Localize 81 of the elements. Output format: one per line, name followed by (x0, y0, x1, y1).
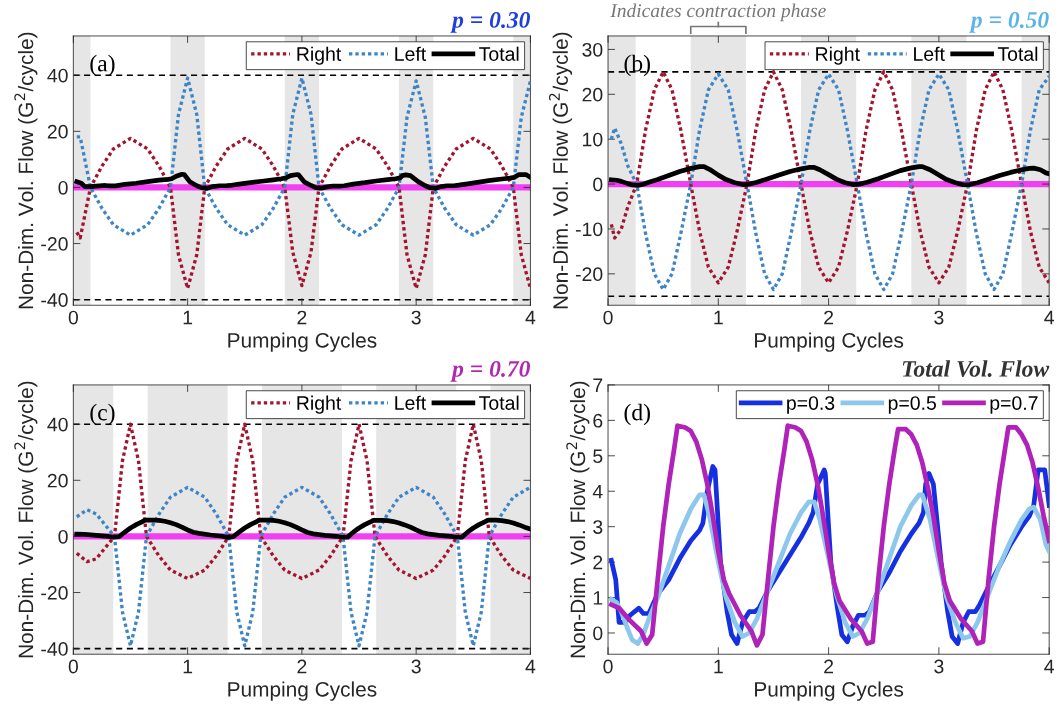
legend-label: p=0.3 (787, 396, 835, 414)
line-series (75, 76, 531, 237)
line-series (608, 164, 1050, 188)
y-tick-label: 40 (47, 417, 68, 432)
x-tick-label: 3 (934, 310, 944, 325)
annotation: (d) (624, 403, 650, 426)
x-tick-label: 4 (1044, 659, 1055, 674)
x-tick-label: 3 (411, 310, 421, 325)
x-axis-title: Pumping Cycles (228, 681, 377, 701)
y-tick-label: 1 (593, 591, 603, 605)
x-axis-title: Pumping Cycles (755, 332, 904, 352)
chart-title: p = 0.70 (450, 360, 531, 382)
line-series (75, 485, 531, 648)
y-axis-title: Non-Dim. Vol. Flow (G$^{2}$/cycle) (548, 32, 573, 309)
text: Indicates contraction phase (610, 3, 826, 22)
x-tick-label: 2 (824, 310, 834, 325)
line-series (74, 171, 531, 191)
chart-title: p = 0.50 (969, 11, 1049, 33)
y-tick-label: 3 (593, 520, 603, 534)
x-tick-label: 1 (714, 310, 723, 325)
y-tick-label: 5 (593, 449, 603, 464)
legend-label: Total (479, 46, 519, 61)
y-axis-title: Non-Dim. Vol. Flow (G$^{2}$/cycle) (14, 381, 38, 658)
x-tick-label: 4 (1044, 310, 1055, 325)
y-tick-label: 0 (58, 180, 68, 195)
x-tick-label: 0 (603, 310, 613, 325)
x-tick-label: 0 (68, 310, 78, 325)
x-tick-label: 2 (297, 310, 307, 325)
x-axis-title: Pumping Cycles (755, 681, 904, 701)
line-series (75, 422, 531, 581)
y-tick-label: 0 (593, 177, 603, 192)
x-tick-label: 0 (68, 659, 78, 674)
annotation: (a) (90, 54, 115, 77)
annotation: (c) (90, 403, 115, 426)
y-tick-label: 4 (592, 484, 603, 499)
y-tick-label: -40 (41, 642, 68, 656)
y-tick-label: 20 (47, 124, 68, 139)
x-tick-label: 2 (297, 659, 307, 674)
y-axis-title: Non-Dim. Vol. Flow (G$^{2}$/cycle) (14, 32, 38, 309)
legend-label: Left (914, 46, 945, 61)
y-tick-label: 0 (593, 626, 603, 641)
legend-label: Right (297, 46, 342, 65)
line-series (75, 136, 531, 291)
y-tick-label: 40 (47, 68, 68, 83)
y-tick-label: 20 (47, 473, 68, 488)
y-tick-label: -20 (575, 267, 603, 282)
legend-label: Left (395, 46, 427, 61)
y-tick-label: -20 (41, 237, 68, 251)
y-tick-label: 20 (582, 87, 603, 102)
y-tick-label: 10 (583, 132, 603, 147)
x-tick-label: 2 (824, 659, 834, 674)
y-tick-label: 6 (593, 413, 603, 428)
legend-label: p=0.7 (990, 396, 1038, 414)
x-tick-label: 3 (411, 659, 421, 674)
x-tick-label: 4 (525, 659, 536, 674)
y-tick-label: -10 (575, 222, 603, 237)
line-series (74, 517, 531, 540)
legend-label: Total (997, 46, 1038, 61)
legend-label: Left (395, 395, 427, 410)
y-tick-label: 0 (58, 529, 68, 544)
legend-label: Total (479, 395, 519, 410)
x-tick-label: 4 (525, 310, 536, 325)
chart-title: p = 0.30 (450, 11, 531, 33)
x-tick-label: 1 (714, 659, 723, 674)
y-tick-label: 7 (593, 378, 603, 392)
y-tick-label: 30 (582, 42, 603, 57)
chart-title: Total Vol. Flow (902, 360, 1050, 377)
y-axis-title: Non-Dim. Vol. Flow (G$^{2}$/cycle) (566, 381, 590, 658)
x-tick-label: 1 (183, 310, 193, 325)
legend-label: p=0.5 (888, 396, 936, 414)
y-tick-label: -40 (41, 293, 68, 307)
x-axis-title: Pumping Cycles (228, 332, 377, 352)
legend-label: Right (297, 395, 342, 414)
annotation: (b) (624, 54, 650, 77)
x-tick-label: 1 (183, 659, 193, 674)
x-tick-label: 0 (603, 659, 613, 674)
line-series (608, 423, 1050, 648)
y-tick-label: -20 (41, 585, 68, 600)
legend-label: Right (816, 46, 860, 65)
x-tick-label: 3 (934, 659, 944, 674)
y-tick-label: 2 (593, 555, 603, 570)
